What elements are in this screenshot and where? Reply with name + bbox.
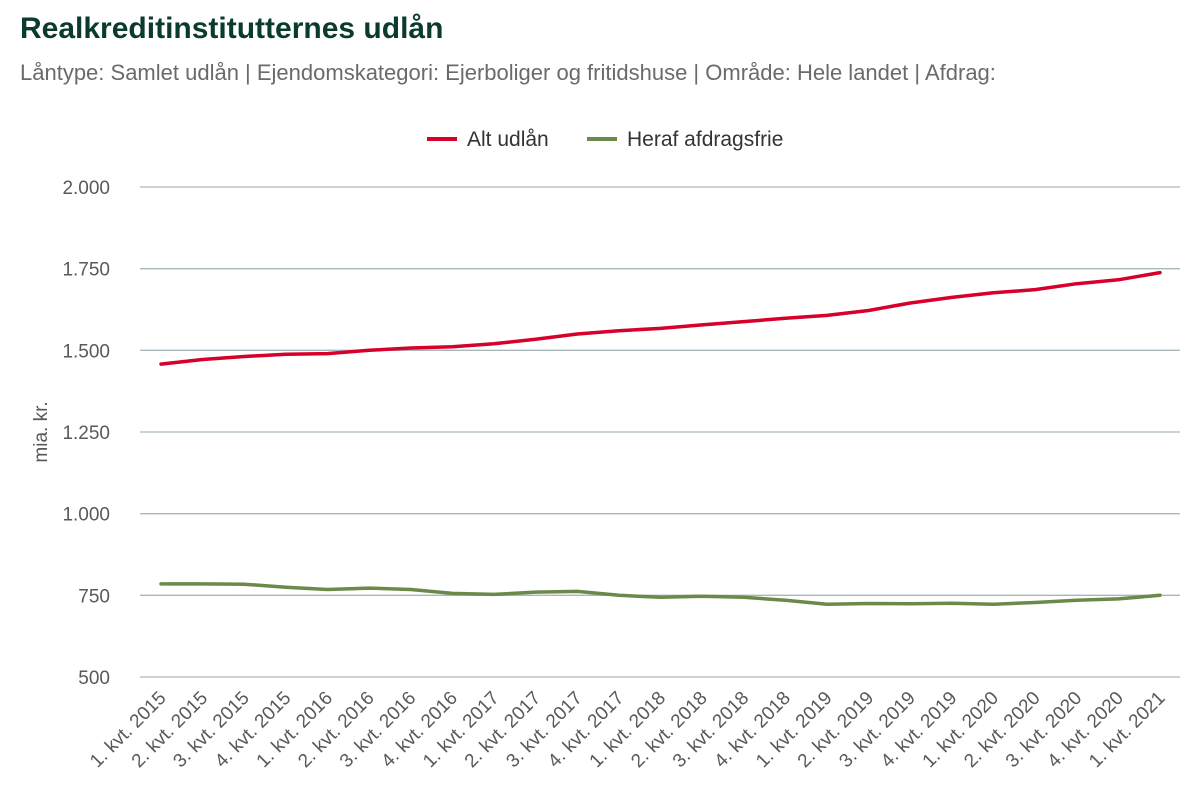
chart-subtitle: Låntype: Samlet udlån | Ejendomskategori… (20, 60, 996, 85)
legend-label-1: Alt udlån (467, 128, 549, 151)
series-line-2 (159, 582, 1162, 606)
series-line-1 (159, 270, 1162, 366)
y-tick-label: 1.500 (62, 341, 110, 362)
y-tick-label: 750 (78, 586, 110, 607)
y-axis-label: mia. kr. (31, 401, 52, 462)
y-tick-label: 1.000 (62, 505, 110, 526)
y-tick-label: 1.750 (62, 260, 110, 281)
y-tick-label: 500 (78, 668, 110, 689)
chart-title: Realkreditinstitutternes udlån (20, 12, 444, 45)
y-tick-label: 1.250 (62, 423, 110, 444)
y-tick-label: 2.000 (62, 178, 110, 199)
legend-label-2: Heraf afdragsfrie (627, 128, 783, 151)
